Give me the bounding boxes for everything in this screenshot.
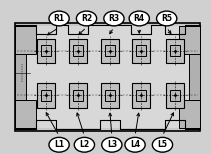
Bar bbox=[19, 26, 196, 128]
Bar bbox=[133, 83, 150, 108]
Bar bbox=[133, 38, 150, 63]
Circle shape bbox=[74, 137, 95, 152]
Bar bbox=[15, 26, 26, 128]
Circle shape bbox=[152, 137, 173, 152]
Bar bbox=[179, 100, 200, 128]
Bar bbox=[137, 45, 146, 56]
Text: R5: R5 bbox=[161, 14, 172, 23]
Circle shape bbox=[76, 11, 97, 26]
Text: R1: R1 bbox=[54, 14, 65, 23]
Text: R4: R4 bbox=[134, 14, 145, 23]
Circle shape bbox=[104, 11, 124, 26]
Text: L2: L2 bbox=[79, 140, 89, 149]
Circle shape bbox=[129, 11, 149, 26]
Bar bbox=[189, 26, 200, 128]
Bar bbox=[38, 83, 55, 108]
Bar bbox=[137, 90, 146, 101]
Text: L3: L3 bbox=[107, 140, 117, 149]
Circle shape bbox=[157, 11, 177, 26]
Text: L5: L5 bbox=[157, 140, 168, 149]
Bar bbox=[15, 26, 36, 54]
Bar bbox=[105, 45, 115, 56]
Circle shape bbox=[125, 137, 145, 152]
Bar bbox=[101, 38, 119, 63]
Bar bbox=[105, 90, 115, 101]
Text: R3: R3 bbox=[108, 14, 119, 23]
Bar bbox=[73, 45, 83, 56]
Bar bbox=[42, 90, 51, 101]
Circle shape bbox=[102, 137, 122, 152]
Bar bbox=[170, 45, 180, 56]
Bar bbox=[42, 45, 51, 56]
Bar bbox=[73, 90, 83, 101]
Text: R2: R2 bbox=[81, 14, 92, 23]
Bar bbox=[38, 38, 55, 63]
Bar bbox=[179, 26, 200, 54]
Bar bbox=[170, 90, 180, 101]
Circle shape bbox=[49, 137, 69, 152]
Bar bbox=[166, 83, 184, 108]
Circle shape bbox=[49, 11, 69, 26]
Bar bbox=[15, 100, 36, 128]
Bar bbox=[15, 23, 200, 131]
Text: L4: L4 bbox=[130, 140, 140, 149]
Bar bbox=[101, 83, 119, 108]
Bar bbox=[69, 38, 87, 63]
Bar bbox=[166, 38, 184, 63]
Text: L1: L1 bbox=[54, 140, 64, 149]
Bar bbox=[69, 83, 87, 108]
